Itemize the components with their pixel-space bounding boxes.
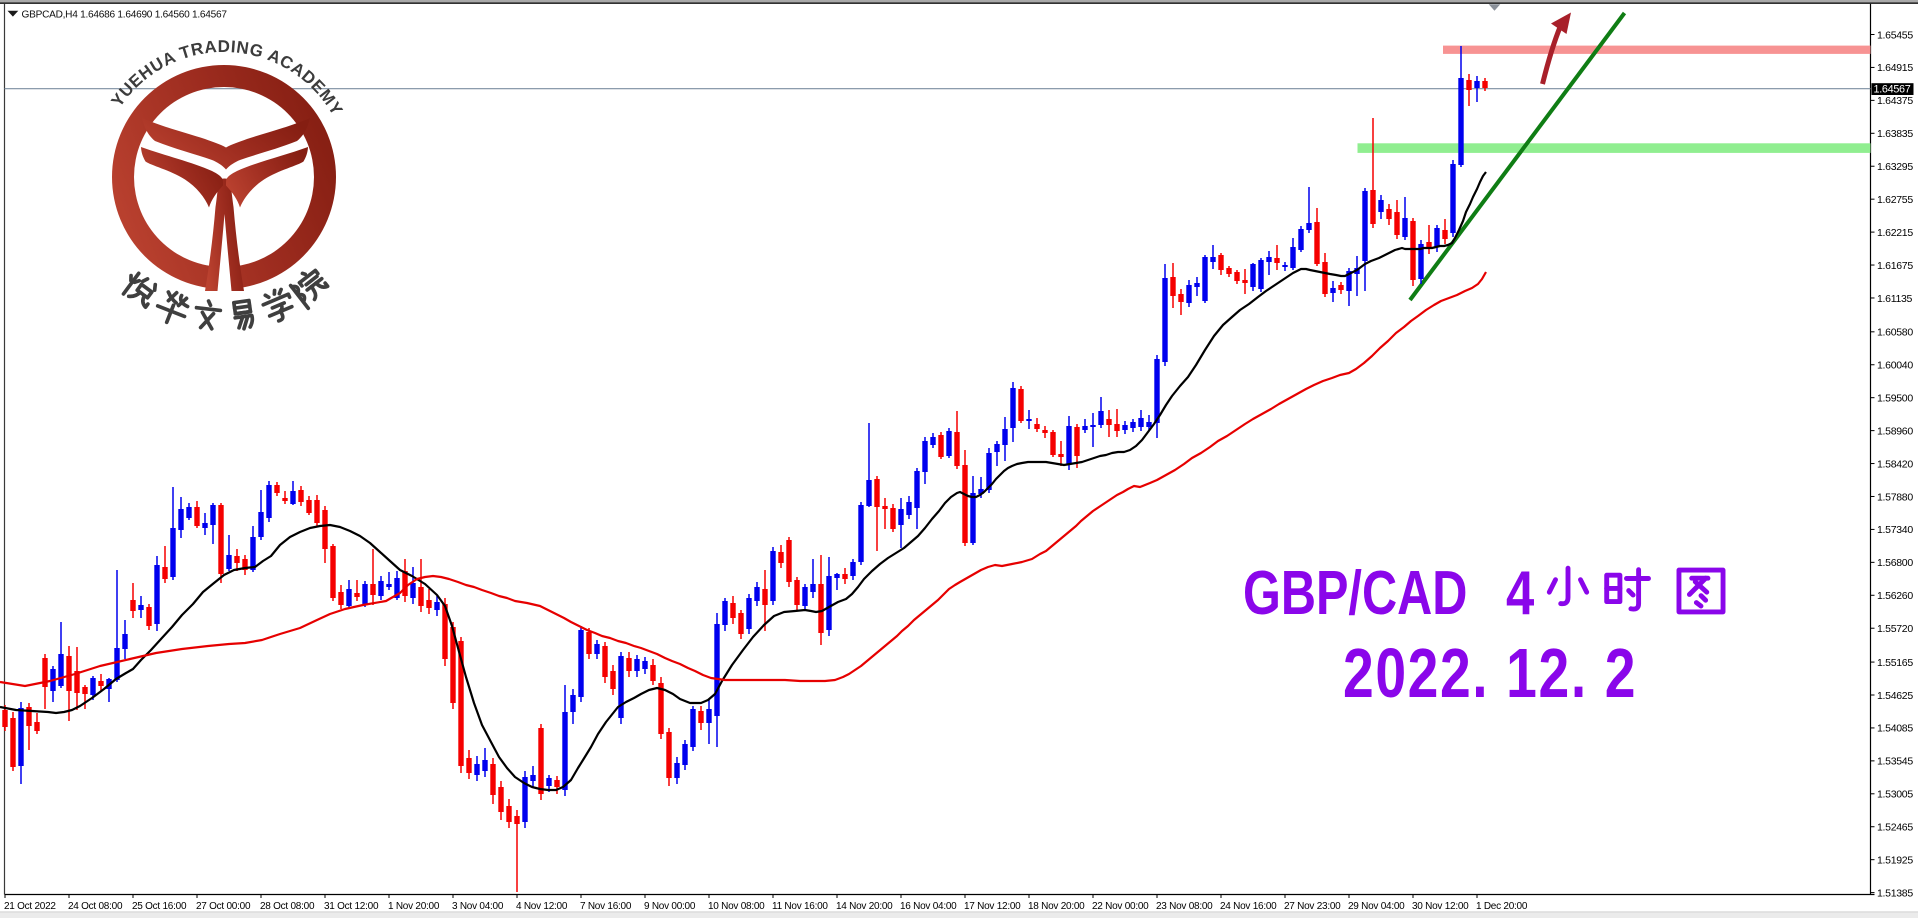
svg-text:1.61135: 1.61135 <box>1877 293 1913 305</box>
svg-text:1.53005: 1.53005 <box>1877 789 1913 801</box>
svg-text:30 Nov 12:00: 30 Nov 12:00 <box>1412 901 1469 912</box>
svg-text:1.52465: 1.52465 <box>1877 822 1913 834</box>
svg-text:1.60580: 1.60580 <box>1877 327 1913 339</box>
svg-text:23 Nov 08:00: 23 Nov 08:00 <box>1156 901 1213 912</box>
svg-text:1.59500: 1.59500 <box>1877 392 1913 404</box>
svg-text:1.57340: 1.57340 <box>1877 524 1913 536</box>
svg-text:29 Nov 04:00: 29 Nov 04:00 <box>1348 901 1405 912</box>
svg-text:1.54625: 1.54625 <box>1877 690 1913 702</box>
svg-text:1.64915: 1.64915 <box>1877 62 1913 74</box>
svg-text:1.57880: 1.57880 <box>1877 491 1913 503</box>
svg-text:2022. 12. 2: 2022. 12. 2 <box>1343 635 1637 713</box>
svg-text:7 Nov 16:00: 7 Nov 16:00 <box>580 901 632 912</box>
svg-text:1.55720: 1.55720 <box>1877 623 1913 635</box>
svg-text:1.63835: 1.63835 <box>1877 128 1913 140</box>
svg-text:1 Dec 20:00: 1 Dec 20:00 <box>1476 901 1528 912</box>
svg-text:18 Nov 20:00: 18 Nov 20:00 <box>1028 901 1085 912</box>
svg-text:1.61675: 1.61675 <box>1877 260 1913 272</box>
svg-text:31 Oct 12:00: 31 Oct 12:00 <box>324 901 379 912</box>
svg-text:1 Nov 20:00: 1 Nov 20:00 <box>388 901 440 912</box>
svg-text:16 Nov 04:00: 16 Nov 04:00 <box>900 901 957 912</box>
svg-text:28 Oct 08:00: 28 Oct 08:00 <box>260 901 315 912</box>
svg-text:1.58960: 1.58960 <box>1877 425 1913 437</box>
svg-text:11 Nov 16:00: 11 Nov 16:00 <box>772 901 828 912</box>
svg-text:27 Nov 23:00: 27 Nov 23:00 <box>1284 901 1341 912</box>
svg-text:1.54085: 1.54085 <box>1877 723 1913 735</box>
svg-text:27 Oct 00:00: 27 Oct 00:00 <box>196 901 251 912</box>
svg-text:GBPCAD,H4 1.64686 1.64690 1.6: GBPCAD,H4 1.64686 1.64690 1.64560 1.6456… <box>22 10 228 21</box>
svg-text:1.51925: 1.51925 <box>1877 854 1913 866</box>
svg-text:1.62755: 1.62755 <box>1877 194 1913 206</box>
svg-text:1.62215: 1.62215 <box>1877 227 1913 239</box>
svg-text:10 Nov 08:00: 10 Nov 08:00 <box>708 901 765 912</box>
svg-text:1.55165: 1.55165 <box>1877 657 1913 669</box>
svg-text:1.51385: 1.51385 <box>1877 887 1913 899</box>
svg-text:21 Oct 2022: 21 Oct 2022 <box>4 901 56 912</box>
svg-text:24 Nov 16:00: 24 Nov 16:00 <box>1220 901 1277 912</box>
svg-text:14 Nov 20:00: 14 Nov 20:00 <box>836 901 893 912</box>
svg-text:1.63295: 1.63295 <box>1877 161 1913 173</box>
svg-text:1.56800: 1.56800 <box>1877 557 1913 569</box>
svg-text:25 Oct 16:00: 25 Oct 16:00 <box>132 901 187 912</box>
svg-text:3 Nov 04:00: 3 Nov 04:00 <box>452 901 504 912</box>
svg-text:GBP/CAD: GBP/CAD <box>1243 558 1467 627</box>
svg-text:1.58420: 1.58420 <box>1877 458 1913 470</box>
svg-text:1.56260: 1.56260 <box>1877 590 1913 602</box>
svg-text:4: 4 <box>1506 559 1535 628</box>
svg-text:24 Oct 08:00: 24 Oct 08:00 <box>68 901 123 912</box>
svg-text:22 Nov 00:00: 22 Nov 00:00 <box>1092 901 1149 912</box>
svg-text:9 Nov 00:00: 9 Nov 00:00 <box>644 901 696 912</box>
svg-text:1.65455: 1.65455 <box>1877 29 1913 41</box>
svg-text:1.64375: 1.64375 <box>1877 95 1913 107</box>
svg-text:4 Nov 12:00: 4 Nov 12:00 <box>516 901 568 912</box>
svg-text:1.64567: 1.64567 <box>1874 84 1911 96</box>
svg-text:1.60040: 1.60040 <box>1877 360 1913 372</box>
svg-text:17 Nov 12:00: 17 Nov 12:00 <box>964 901 1021 912</box>
svg-text:1.53545: 1.53545 <box>1877 756 1913 768</box>
